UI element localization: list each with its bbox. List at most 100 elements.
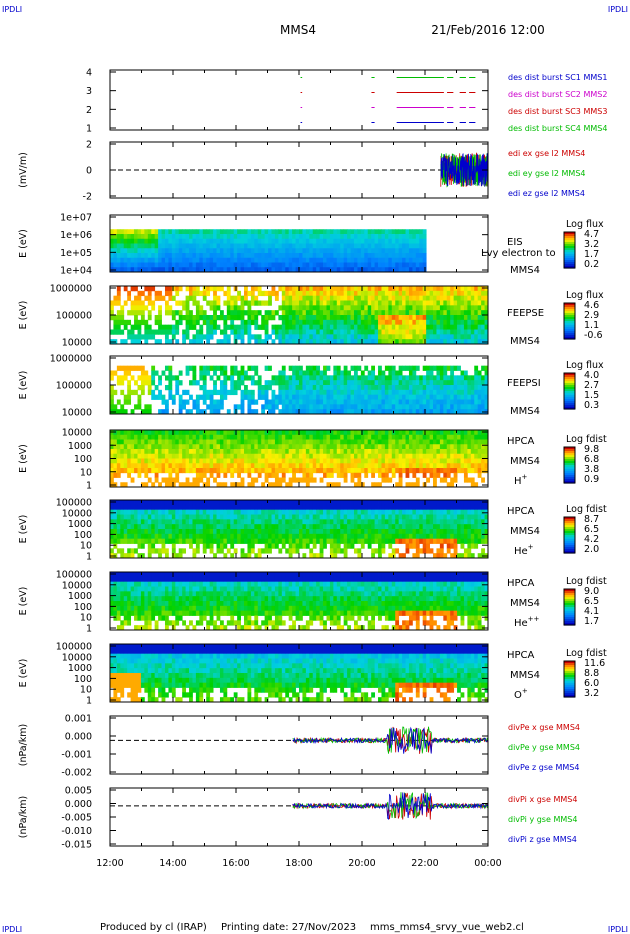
heatmap-cell <box>175 389 180 396</box>
heatmap-cell <box>154 472 159 478</box>
heatmap-cell <box>271 267 276 273</box>
heatmap-cell <box>144 524 149 530</box>
heatmap-cell <box>395 375 400 381</box>
heatmap-cell <box>323 519 327 525</box>
heatmap-cell <box>264 238 269 244</box>
heatmap-cell <box>336 319 341 326</box>
heatmap-cell <box>144 453 149 459</box>
heatmap-cell <box>299 385 303 391</box>
heatmap-cell <box>470 385 475 391</box>
heatmap-cell <box>140 538 145 544</box>
heatmap-cell <box>202 538 207 544</box>
heatmap-cell <box>402 229 406 235</box>
heatmap-cell <box>223 389 228 396</box>
heatmap-cell <box>408 339 413 345</box>
heatmap-cell <box>233 315 238 321</box>
heatmap-cell <box>147 553 152 559</box>
heatmap-cell <box>309 389 314 396</box>
heatmap-cell <box>151 286 156 292</box>
heatmap-cell <box>171 449 176 455</box>
colorbar-title: Log fdist <box>566 434 607 445</box>
heatmap-cell <box>230 248 235 254</box>
heatmap-cell <box>116 234 121 240</box>
heatmap-cell <box>460 449 465 455</box>
heatmap-cell <box>436 286 441 292</box>
heatmap-cell <box>336 324 341 330</box>
heatmap-cell <box>178 519 183 525</box>
heatmap-cell <box>415 324 420 330</box>
heatmap-cell <box>357 458 362 464</box>
heatmap-cell <box>274 329 279 335</box>
heatmap-cell <box>178 370 183 376</box>
heatmap-cell <box>353 300 358 306</box>
heatmap-cell <box>467 439 472 445</box>
heatmap-cell <box>374 290 379 297</box>
heatmap-cell <box>467 339 472 345</box>
heatmap-cell <box>247 248 252 254</box>
heatmap-cell <box>113 248 118 254</box>
heatmap-cell <box>367 394 372 400</box>
heatmap-cell <box>202 229 207 235</box>
heatmap-cell <box>127 453 132 459</box>
heatmap-cell <box>244 295 248 301</box>
heatmap-cell <box>168 533 173 540</box>
heatmap-cell <box>274 295 279 301</box>
heatmap-cell <box>470 375 475 381</box>
heatmap-cell <box>168 310 173 316</box>
heatmap-cell <box>374 439 379 445</box>
heatmap-cell <box>374 468 379 474</box>
heatmap-cell <box>305 439 310 445</box>
heatmap-cell <box>405 472 410 478</box>
heatmap-cell <box>178 248 183 254</box>
heatmap-cell <box>292 380 296 386</box>
heatmap-cell <box>199 533 204 540</box>
heatmap-cell <box>347 262 351 268</box>
heatmap-cell <box>323 538 327 544</box>
heatmap-cell <box>343 399 348 405</box>
heatmap-cell <box>323 463 327 469</box>
heatmap-cell <box>350 463 355 469</box>
heatmap-cell <box>244 514 248 520</box>
heatmap-cell <box>158 290 162 297</box>
heatmap-cell <box>202 533 207 540</box>
heatmap-cell <box>374 339 379 345</box>
heatmap-cell <box>209 365 214 371</box>
heatmap-cell <box>364 319 369 326</box>
heatmap-cell <box>347 300 351 306</box>
heatmap-cell <box>116 430 121 436</box>
heatmap-cell <box>333 399 338 405</box>
heatmap-cell <box>302 380 307 386</box>
heatmap-cell <box>271 463 276 469</box>
heatmap-cell <box>202 529 207 535</box>
heatmap-cell <box>127 370 132 376</box>
heatmap-cell <box>292 253 296 259</box>
heatmap-cell <box>319 229 324 235</box>
heatmap-cell <box>312 500 317 506</box>
heatmap-cell <box>154 500 159 506</box>
heatmap-cell <box>168 370 173 376</box>
heatmap-cell <box>175 434 180 440</box>
heatmap-cell <box>209 234 214 240</box>
heatmap-cell <box>158 458 162 464</box>
heatmap-cell <box>274 509 279 515</box>
heatmap-cell <box>281 243 286 249</box>
heatmap-cell <box>481 300 485 306</box>
heatmap-cell <box>422 290 427 297</box>
heatmap-cell <box>223 253 228 259</box>
heatmap-cell <box>168 243 173 249</box>
heatmap-cell <box>292 409 296 415</box>
heatmap-cell <box>274 399 279 405</box>
heatmap-cell <box>323 533 327 540</box>
heatmap-cell <box>350 286 355 292</box>
heatmap-cell <box>443 468 448 474</box>
heatmap-cell <box>137 295 142 301</box>
heatmap-cell <box>408 267 413 273</box>
heatmap-cell <box>134 533 138 540</box>
heatmap-cell <box>171 468 176 474</box>
heatmap-cell <box>333 370 338 376</box>
heatmap-cell <box>278 519 283 525</box>
heatmap-cell <box>405 449 410 455</box>
heatmap-cell <box>216 509 221 515</box>
heatmap-cell <box>474 449 479 455</box>
